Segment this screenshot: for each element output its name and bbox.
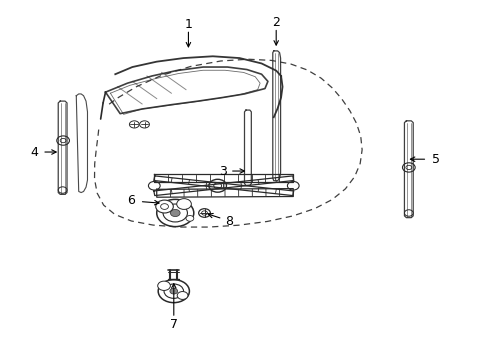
Circle shape <box>177 292 187 300</box>
Circle shape <box>156 200 173 213</box>
Circle shape <box>57 136 69 145</box>
Circle shape <box>208 179 226 192</box>
Circle shape <box>158 281 170 291</box>
Circle shape <box>129 121 139 128</box>
Circle shape <box>201 211 207 215</box>
Text: 4: 4 <box>30 145 38 158</box>
Text: 6: 6 <box>127 194 135 207</box>
Circle shape <box>176 199 191 210</box>
Circle shape <box>169 288 177 294</box>
Circle shape <box>213 183 221 189</box>
Text: 3: 3 <box>218 165 226 177</box>
Circle shape <box>158 280 189 303</box>
Text: 1: 1 <box>184 18 192 31</box>
Circle shape <box>163 284 183 298</box>
Circle shape <box>287 181 299 190</box>
Circle shape <box>170 210 180 217</box>
Circle shape <box>140 121 149 128</box>
Circle shape <box>185 216 193 221</box>
Text: 8: 8 <box>224 215 232 228</box>
Circle shape <box>404 210 412 216</box>
Circle shape <box>198 209 210 217</box>
Text: 5: 5 <box>431 153 439 166</box>
Circle shape <box>148 181 160 190</box>
Circle shape <box>58 187 67 193</box>
Text: 7: 7 <box>169 318 178 331</box>
Circle shape <box>402 163 414 172</box>
Circle shape <box>163 204 187 222</box>
Text: 2: 2 <box>272 16 280 29</box>
Circle shape <box>157 199 193 226</box>
